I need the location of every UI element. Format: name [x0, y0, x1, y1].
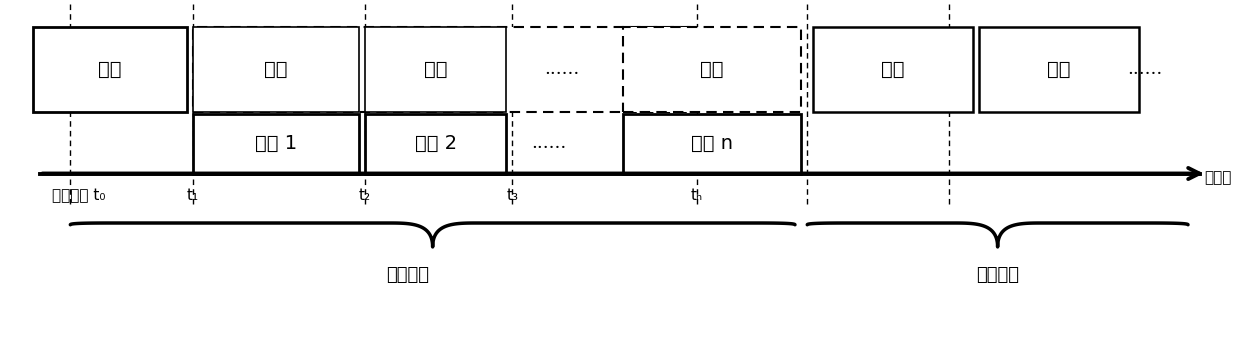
Bar	[813, 27, 973, 112]
Text: ......: ......	[1127, 60, 1163, 78]
Text: ......: ......	[544, 60, 579, 78]
Text: 主音: 主音	[98, 60, 122, 79]
Text: t₃: t₃	[506, 188, 518, 203]
Bar	[622, 114, 801, 174]
Bar	[365, 114, 506, 174]
Bar	[980, 27, 1138, 112]
Text: 跟踪阶段: 跟踪阶段	[976, 266, 1019, 284]
Text: ......: ......	[532, 134, 567, 152]
Bar	[622, 27, 801, 112]
Bar	[33, 27, 187, 112]
Text: t₂: t₂	[360, 188, 371, 203]
Text: 主音: 主音	[264, 60, 288, 79]
Bar	[365, 27, 506, 112]
Text: 捕获阶段: 捕获阶段	[387, 266, 429, 284]
Text: 次音 n: 次音 n	[691, 134, 733, 153]
Text: 起始时刺 t₀: 起始时刺 t₀	[52, 188, 105, 203]
Text: t₁: t₁	[187, 188, 200, 203]
Text: 主音: 主音	[701, 60, 724, 79]
Text: 次音 1: 次音 1	[255, 134, 298, 153]
Text: 主音: 主音	[424, 60, 448, 79]
Text: 次音 2: 次音 2	[414, 134, 456, 153]
Text: 时间轴: 时间轴	[1204, 170, 1231, 185]
Bar	[193, 27, 691, 112]
Text: 主音: 主音	[882, 60, 905, 79]
Bar	[193, 114, 358, 174]
Bar	[193, 27, 358, 112]
Text: 主音: 主音	[1048, 60, 1071, 79]
Text: tₙ: tₙ	[691, 188, 703, 203]
